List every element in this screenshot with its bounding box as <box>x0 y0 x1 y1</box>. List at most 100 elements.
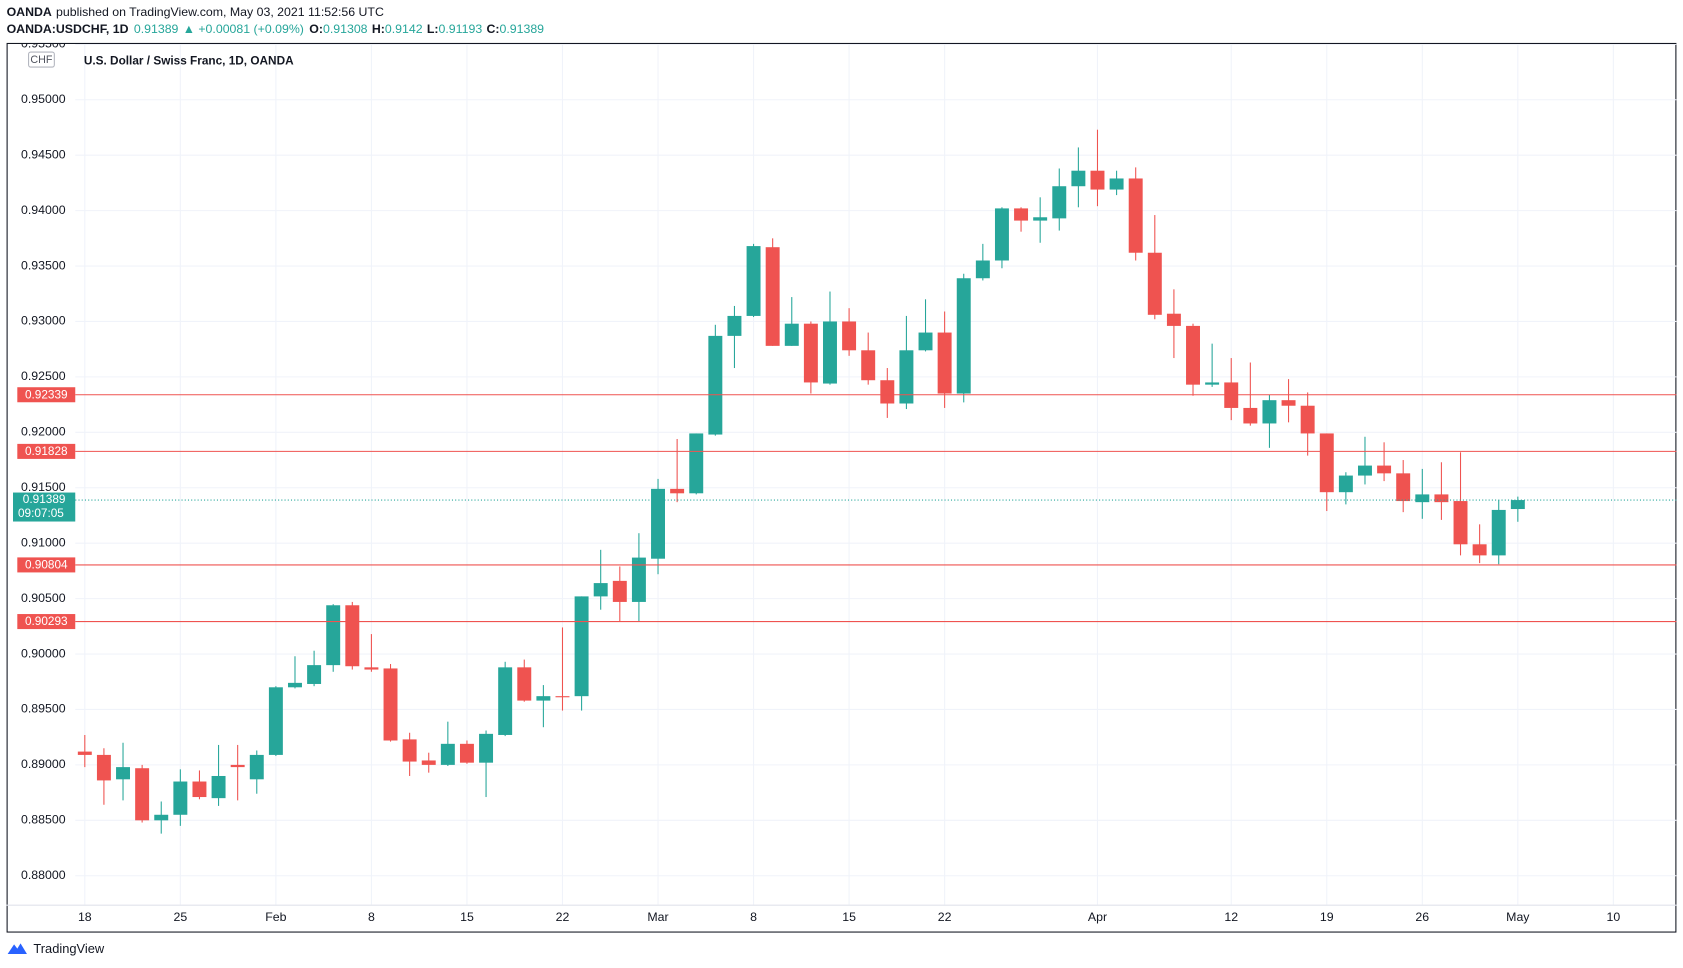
candle-body <box>154 814 169 821</box>
x-tick-label: 8 <box>750 910 757 924</box>
candle-body <box>1358 465 1372 476</box>
y-tick-label: 0.94000 <box>21 203 66 217</box>
candle-body <box>1472 544 1487 556</box>
plot <box>75 44 1677 905</box>
candle-body <box>631 557 646 602</box>
candle-body <box>1186 325 1200 385</box>
y-tick-label: 0.94500 <box>21 147 66 161</box>
candle-body <box>975 260 990 279</box>
publisher: OANDA <box>7 5 52 19</box>
candle-body <box>173 781 188 815</box>
x-tick-label: May <box>1506 910 1530 924</box>
last-price-tag <box>13 492 76 522</box>
x-tick-label: 8 <box>368 910 375 924</box>
x-tick-label: 12 <box>1224 910 1238 924</box>
ohlc-value: 0.9142 <box>385 22 423 36</box>
x-tick-label: 15 <box>460 910 474 924</box>
candle-body <box>956 278 971 394</box>
candle-body <box>249 754 264 780</box>
candle-body <box>727 315 742 336</box>
candle-body <box>307 665 322 684</box>
x-tick-label: 18 <box>78 910 92 924</box>
candle-body <box>1434 494 1449 503</box>
candle-body <box>1377 465 1392 474</box>
level-label: 0.90804 <box>25 558 68 572</box>
level-tag <box>17 443 76 459</box>
ohlc-value: 0.91193 <box>439 22 483 36</box>
candle-body <box>689 433 704 494</box>
candle-body <box>517 667 532 701</box>
x-tick-label: 22 <box>938 910 952 924</box>
y-tick-label: 0.89500 <box>21 702 66 716</box>
x-tick-label: Apr <box>1088 910 1107 924</box>
level-tag <box>17 557 76 573</box>
currency: CHF <box>30 54 52 66</box>
y-tick-label: 0.92500 <box>21 369 66 383</box>
candle-body <box>383 668 398 741</box>
candle-body <box>402 739 417 762</box>
candle-body <box>96 754 111 781</box>
candle-body <box>1510 500 1525 510</box>
ohlc-value: 0.91389 <box>499 22 544 36</box>
candle-body <box>536 696 551 701</box>
y-tick-label: 0.88500 <box>21 813 66 827</box>
publish-line: OANDA published on TradingView.com, May 0… <box>7 5 384 19</box>
candle-body <box>1166 313 1181 326</box>
candle-body <box>192 781 207 798</box>
candle-body <box>326 605 341 666</box>
candle-body <box>1396 473 1411 502</box>
y-tick-label: 0.95000 <box>21 92 66 106</box>
level-tag <box>17 387 76 403</box>
candle-body <box>364 667 379 670</box>
candle-body <box>1319 433 1334 493</box>
candle-body <box>784 323 799 346</box>
candle-body <box>1014 208 1029 221</box>
candle-body <box>1205 382 1220 385</box>
y-tick-label: 0.88000 <box>21 868 66 882</box>
candle-body <box>1071 170 1086 187</box>
countdown: 09:07:05 <box>18 506 64 520</box>
candle-body <box>593 583 608 597</box>
candle-body <box>994 208 1009 261</box>
y-tick-label: 0.90500 <box>21 591 66 605</box>
currency-box <box>28 51 55 68</box>
candle-body <box>861 350 876 381</box>
candle-body <box>937 332 952 394</box>
candle-body <box>670 488 685 494</box>
candle-body <box>421 760 436 765</box>
change: ▲ +0.00081 (+0.09%) <box>183 22 304 36</box>
candle-body <box>288 682 302 688</box>
x-tick-label: 10 <box>1607 910 1621 924</box>
candle-body <box>459 743 474 763</box>
candle-body <box>1033 217 1048 221</box>
published: published on TradingView.com, May 03, 20… <box>56 5 384 19</box>
candle-body <box>765 247 780 346</box>
last-price-label: 0.91389 <box>23 492 66 506</box>
candle-body <box>268 687 283 755</box>
y-tick-label: 0.90000 <box>21 646 66 660</box>
candle-body <box>498 667 513 735</box>
candle-body <box>1415 494 1430 503</box>
candle-body <box>574 596 589 697</box>
candle-body <box>651 488 665 559</box>
candle-body <box>1453 501 1468 545</box>
x-tick-label: 22 <box>556 910 570 924</box>
x-tick-label: Mar <box>647 910 668 924</box>
candle-body <box>612 580 627 602</box>
level-label: 0.92339 <box>25 387 68 401</box>
y-tick-label: 0.93000 <box>21 314 66 328</box>
y-tick-label: 0.91000 <box>21 535 66 549</box>
candle-body <box>918 332 933 351</box>
candle-body <box>1090 170 1105 190</box>
candle-body <box>1243 407 1258 424</box>
ohlc-label: C: <box>486 22 499 36</box>
candle-body <box>1491 509 1506 556</box>
candle-body <box>1262 400 1277 424</box>
x-tick-label: 25 <box>173 910 187 924</box>
last-price: 0.91389 <box>134 22 179 36</box>
x-tick-label: Feb <box>265 910 286 924</box>
candle-body <box>1052 186 1067 219</box>
candle-body <box>77 751 92 755</box>
